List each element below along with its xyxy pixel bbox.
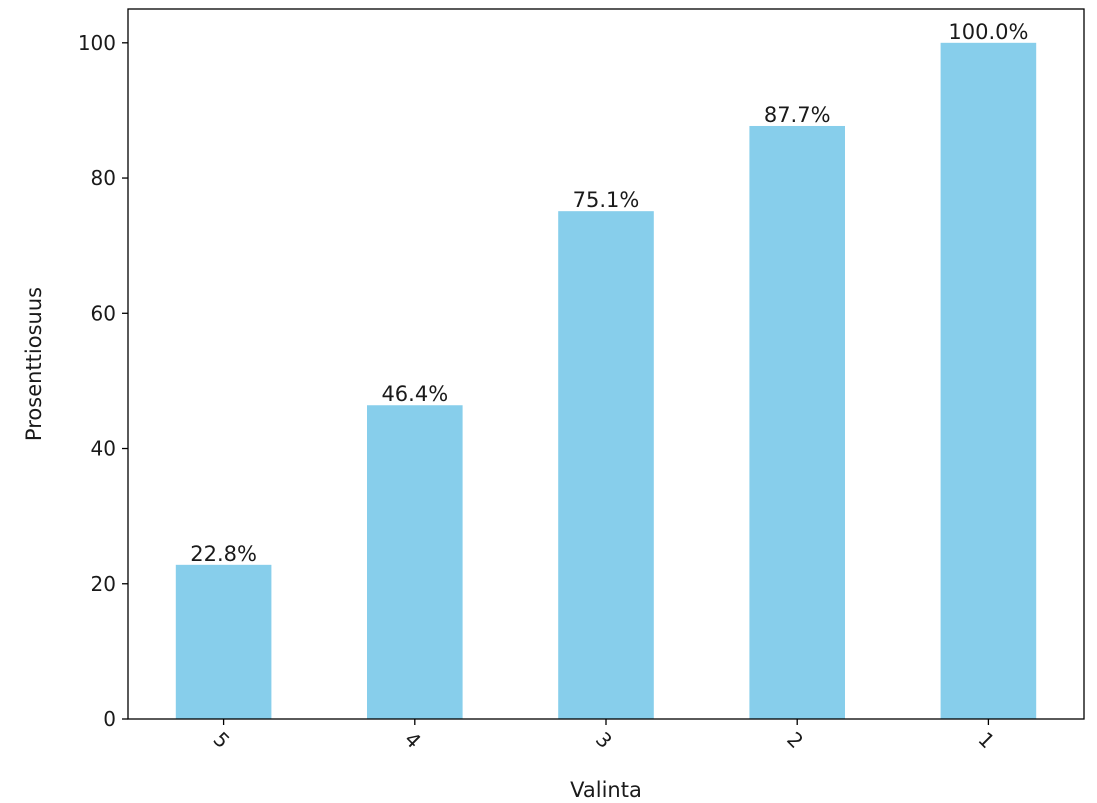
y-tick-label-100: 100 (78, 31, 116, 55)
y-axis: 0 20 40 60 80 100 (78, 31, 128, 731)
plot-frame (127, 8, 1085, 720)
y-tick-label-80: 80 (91, 166, 116, 190)
x-axis-title: Valinta (570, 778, 642, 802)
bars-layer (175, 42, 1037, 720)
x-tick-label-1: 1 (973, 727, 999, 753)
data-label-5: 22.8% (190, 542, 257, 566)
data-label-1: 100.0% (948, 20, 1028, 44)
data-label-3: 75.1% (573, 188, 640, 212)
bar-5 (175, 564, 272, 719)
bar-4 (367, 405, 463, 719)
x-tick-label-2: 2 (782, 727, 808, 753)
bar-3 (558, 211, 654, 719)
bar-1 (940, 42, 1037, 720)
x-axis: 5 4 3 2 1 (209, 719, 999, 753)
x-tick-label-5: 5 (209, 727, 235, 753)
bar-2 (749, 125, 845, 719)
y-tick-label-60: 60 (91, 301, 116, 325)
data-label-4: 46.4% (381, 382, 448, 406)
y-tick-label-0: 0 (103, 707, 116, 731)
data-label-2: 87.7% (764, 103, 831, 127)
y-axis-title: Prosenttiosuus (22, 287, 46, 441)
y-tick-label-20: 20 (91, 572, 116, 596)
x-tick-label-4: 4 (400, 727, 426, 753)
data-labels-layer: 22.8% 46.4% 75.1% 87.7% 100.0% (190, 20, 1028, 566)
y-tick-label-40: 40 (91, 437, 116, 461)
x-tick-label-3: 3 (591, 727, 617, 753)
